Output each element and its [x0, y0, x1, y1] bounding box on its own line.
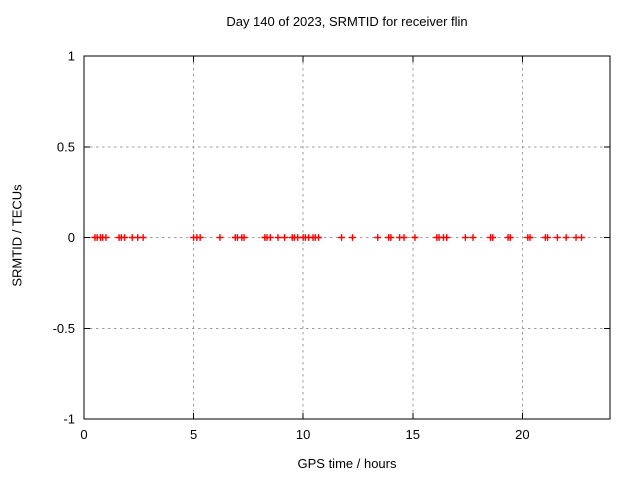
y-tick-label: 1 — [68, 49, 75, 64]
y-tick-label: -1 — [63, 412, 75, 427]
x-tick-label: 20 — [515, 427, 529, 442]
data-point-marker — [387, 234, 395, 241]
data-point-marker — [506, 234, 514, 241]
data-point-marker — [489, 234, 497, 241]
data-point-marker — [461, 234, 469, 241]
data-point-marker — [562, 234, 570, 241]
y-tick-label: 0.5 — [57, 139, 75, 154]
data-point-marker — [544, 234, 551, 241]
data-point-marker — [240, 234, 248, 241]
data-point-marker — [374, 234, 382, 241]
data-point-marker — [139, 234, 147, 241]
data-point-marker — [274, 234, 282, 241]
data-point-marker — [315, 234, 322, 241]
data-point-marker — [443, 234, 451, 241]
x-tick-label: 5 — [190, 427, 197, 442]
data-point-marker — [196, 234, 204, 241]
chart-title: Day 140 of 2023, SRMTID for receiver fli… — [226, 14, 468, 29]
y-tick-label: 0 — [68, 230, 75, 245]
y-tick-label: -0.5 — [53, 321, 75, 336]
x-axis-label: GPS time / hours — [297, 456, 397, 471]
data-point-marker — [216, 234, 224, 241]
x-tick-label: 0 — [80, 427, 87, 442]
data-point-marker — [526, 234, 534, 241]
data-point-marker — [121, 234, 128, 241]
data-point-marker — [469, 234, 477, 241]
x-tick-label: 10 — [296, 427, 310, 442]
data-point-marker — [338, 234, 345, 241]
data-point-marker — [102, 234, 110, 241]
data-point-marker — [281, 234, 288, 241]
data-point-marker — [578, 234, 585, 241]
data-point-marker — [266, 234, 274, 241]
x-tick-label: 15 — [406, 427, 420, 442]
data-point-marker — [411, 234, 419, 241]
data-point-marker — [400, 234, 408, 241]
data-point-marker — [349, 234, 356, 241]
data-point-marker — [554, 234, 561, 241]
